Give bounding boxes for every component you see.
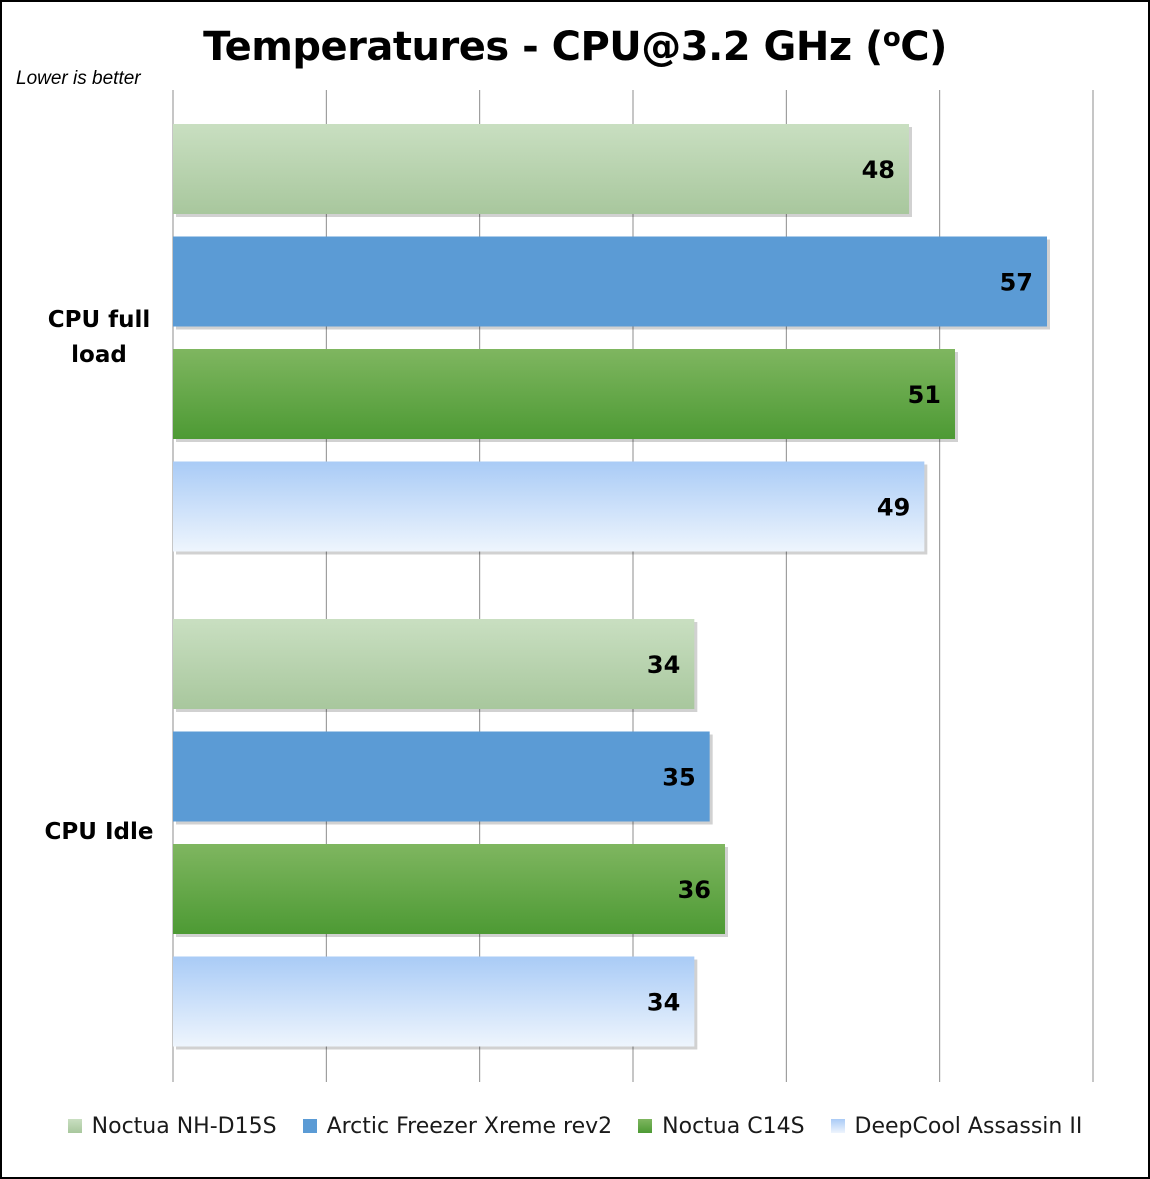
- category-label-cpu-idle: CPU Idle: [44, 818, 154, 845]
- data-label-cpu-full-load-arctic-freezer-xreme-rev2: 57: [1000, 269, 1033, 297]
- data-label-cpu-full-load-deepcool-assassin-ii: 49: [877, 494, 910, 522]
- data-label-cpu-idle-noctua-c14s: 36: [678, 876, 711, 904]
- legend-label-deepcool-assassin-ii: DeepCool Assassin II: [854, 1113, 1083, 1139]
- chart-title: Temperatures - CPU@3.2 GHz (oC): [2, 23, 1148, 70]
- legend-swatch-deepcool-assassin-ii: [830, 1119, 845, 1133]
- data-label-cpu-idle-noctua-nh-d15s: 34: [647, 651, 680, 679]
- legend-swatch-noctua-nh-d15s: [67, 1119, 82, 1133]
- bar-cpu-full-load-noctua-c14s: [173, 349, 955, 439]
- data-label-cpu-full-load-noctua-c14s: 51: [908, 381, 941, 409]
- legend-label-noctua-c14s: Noctua C14S: [662, 1113, 805, 1139]
- data-label-cpu-idle-arctic-freezer-xreme-rev2: 35: [662, 764, 695, 792]
- legend-item-arctic-freezer-xreme-rev2: Arctic Freezer Xreme rev2: [302, 1113, 613, 1139]
- category-label-cpu-full-load: CPU full load: [47, 307, 151, 368]
- legend: Noctua NH-D15S Arctic Freezer Xreme rev2 N…: [2, 1108, 1148, 1144]
- bar-cpu-idle-noctua-nh-d15s: [173, 619, 695, 709]
- data-label-cpu-full-load-noctua-nh-d15s: 48: [862, 156, 895, 184]
- data-label-cpu-idle-deepcool-assassin-ii: 34: [647, 989, 680, 1017]
- bar-cpu-full-load-deepcool-assassin-ii: [173, 461, 925, 552]
- bar-cpu-idle-arctic-freezer-xreme-rev2: [173, 731, 710, 822]
- legend-swatch-arctic-freezer-xreme-rev2: [302, 1119, 317, 1133]
- legend-item-deepcool-assassin-ii: DeepCool Assassin II: [830, 1113, 1083, 1139]
- chart-title-superscript: o: [882, 23, 901, 53]
- legend-swatch-noctua-c14s: [638, 1119, 653, 1133]
- data-labels: 48 57 51 49 34 35 36 34: [647, 156, 1033, 1017]
- bar-cpu-idle-noctua-c14s: [173, 844, 725, 934]
- legend-item-noctua-nh-d15s: Noctua NH-D15S: [67, 1113, 277, 1139]
- bar-cpu-idle-deepcool-assassin-ii: [173, 956, 695, 1047]
- chart-title-end: C): [900, 24, 947, 70]
- bar-cpu-full-load-arctic-freezer-xreme-rev2: [173, 236, 1047, 327]
- bar-cpu-full-load-noctua-nh-d15s: [173, 124, 909, 214]
- chart-title-text: Temperatures - CPU@3.2 GHz (: [203, 24, 883, 70]
- legend-item-noctua-c14s: Noctua C14S: [638, 1113, 805, 1139]
- bars: [173, 124, 1050, 1050]
- legend-label-noctua-nh-d15s: Noctua NH-D15S: [91, 1113, 277, 1139]
- chart-subtitle: Lower is better: [16, 68, 141, 89]
- legend-label-arctic-freezer-xreme-rev2: Arctic Freezer Xreme rev2: [326, 1113, 613, 1139]
